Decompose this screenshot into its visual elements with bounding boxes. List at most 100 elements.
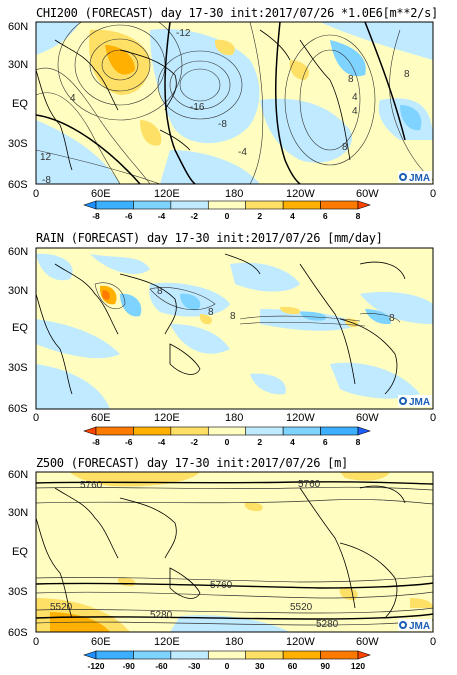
colorbar-segment — [357, 426, 371, 436]
colorbar-label: -4 — [158, 211, 166, 221]
colorbar-segment — [95, 650, 134, 660]
svg-text:60N: 60N — [8, 21, 28, 33]
svg-text:120W: 120W — [286, 636, 315, 648]
colorbar-label: 6 — [323, 437, 328, 447]
svg-text:30N: 30N — [8, 507, 28, 519]
colorbar: -120 -90 -60 -30 0 30 60 90 120 — [83, 650, 371, 671]
colorbar-label: 4 — [290, 211, 295, 221]
svg-text:180: 180 — [225, 188, 243, 200]
svg-text:120E: 120E — [154, 412, 180, 424]
svg-text:-4: -4 — [238, 147, 247, 158]
z500-map: 60N 30N EQ 30S 60S 0 60E 120E 180 120W 6… — [8, 469, 436, 671]
lat-axis: 60N 30N EQ 30S 60S — [8, 21, 28, 191]
colorbar-segment — [282, 426, 321, 436]
svg-text:5280: 5280 — [150, 610, 173, 621]
colorbar-label: -2 — [190, 211, 198, 221]
colorbar-segment — [83, 200, 97, 210]
svg-text:12: 12 — [40, 152, 52, 163]
contours — [94, 282, 401, 327]
colorbar-segment — [320, 200, 359, 210]
svg-text:0: 0 — [33, 188, 39, 200]
svg-text:8: 8 — [404, 69, 410, 80]
svg-text:4: 4 — [70, 93, 76, 104]
svg-text:60S: 60S — [8, 627, 28, 639]
jma-logo: JMA — [398, 619, 432, 632]
svg-text:EQ: EQ — [12, 98, 28, 110]
colorbar-segment — [170, 426, 209, 436]
svg-text:JMA: JMA — [409, 173, 430, 184]
colorbar-label: 30 — [255, 661, 265, 671]
contour-labels: 5760 5760 5760 5520 5520 5280 5280 — [50, 479, 339, 630]
colorbar-segment — [245, 200, 284, 210]
colorbar-label: -2 — [190, 437, 198, 447]
svg-text:180: 180 — [225, 412, 243, 424]
colorbar-label: 0 — [225, 211, 230, 221]
zero-contours — [36, 22, 406, 184]
svg-text:5520: 5520 — [290, 602, 313, 613]
colorbar-label: 8 — [356, 211, 361, 221]
colorbar-segment — [83, 650, 97, 660]
panel-title: RAIN (FORECAST) day 17-30 init:2017/07/26 [m… — [36, 231, 383, 245]
lat-axis: 60N 30N EQ 30S 60S — [8, 469, 28, 639]
colorbar: -8 -6 -4 -2 0 2 4 6 8 — [83, 200, 371, 221]
svg-text:60E: 60E — [91, 412, 111, 424]
panel-title: CHI200 (FORECAST) day 17-30 init:2017/07/26… — [36, 6, 438, 20]
svg-text:EQ: EQ — [12, 546, 28, 558]
svg-text:8: 8 — [348, 74, 354, 85]
svg-text:0: 0 — [430, 412, 436, 424]
svg-text:60N: 60N — [8, 469, 28, 481]
colorbar-label: -60 — [155, 661, 168, 671]
map-background — [36, 472, 433, 632]
svg-text:60E: 60E — [91, 188, 111, 200]
svg-text:0: 0 — [430, 188, 436, 200]
lat-axis: 60N 30N EQ 30S 60S — [8, 246, 28, 415]
colorbar-segment — [320, 426, 359, 436]
colorbar-segment — [207, 650, 247, 660]
colorbar-label: 8 — [356, 437, 361, 447]
svg-text:-8: -8 — [218, 119, 227, 130]
colorbar-label: 4 — [290, 437, 295, 447]
rain-panel: RAIN (FORECAST) day 17-30 init:2017/07/26 [m… — [0, 224, 457, 448]
colorbar-segment — [207, 426, 247, 436]
lon-axis: 0 60E 120E 180 120W 60W 0 — [33, 636, 436, 648]
svg-text:-12: -12 — [176, 28, 191, 39]
colorbar-segment — [133, 200, 172, 210]
chi200-panel: CHI200 (FORECAST) day 17-30 init:2017/07/26… — [0, 0, 457, 222]
svg-text:30S: 30S — [8, 586, 28, 598]
colorbar-segment — [357, 200, 371, 210]
colorbar-label: -30 — [188, 661, 201, 671]
jma-logo: JMA — [398, 395, 432, 408]
colorbar-label: 0 — [225, 661, 230, 671]
svg-text:60S: 60S — [8, 179, 28, 191]
colorbar-label: 120 — [351, 661, 365, 671]
colorbar-label: -8 — [92, 437, 100, 447]
colorbar-segment — [282, 200, 321, 210]
svg-text:120W: 120W — [286, 188, 315, 200]
svg-text:0: 0 — [33, 412, 39, 424]
colorbar-label: 90 — [321, 661, 331, 671]
svg-text:JMA: JMA — [409, 397, 430, 408]
svg-text:0: 0 — [33, 636, 39, 648]
svg-text:8: 8 — [157, 286, 163, 297]
colorbar-segment — [320, 650, 359, 660]
svg-text:8: 8 — [342, 142, 348, 153]
anomaly-shading — [36, 22, 433, 184]
colorbar-label: 2 — [257, 437, 262, 447]
colorbar-label: -90 — [123, 661, 136, 671]
colorbar-label: -8 — [92, 211, 100, 221]
svg-text:8: 8 — [208, 307, 214, 318]
svg-text:-8: -8 — [42, 175, 51, 186]
svg-text:30N: 30N — [8, 285, 28, 297]
map-frame — [35, 21, 434, 185]
svg-text:120W: 120W — [286, 412, 315, 424]
contour-labels: 8 8 8 8 — [157, 286, 395, 324]
svg-text:4: 4 — [352, 92, 358, 103]
colorbar-segment — [133, 650, 172, 660]
colorbar-segment — [207, 200, 247, 210]
svg-text:4: 4 — [352, 106, 358, 117]
colorbar-label: 60 — [288, 661, 298, 671]
svg-text:60S: 60S — [8, 403, 28, 415]
colorbar-segment — [95, 200, 134, 210]
colorbar-label: -4 — [158, 437, 166, 447]
svg-text:30S: 30S — [8, 138, 28, 150]
